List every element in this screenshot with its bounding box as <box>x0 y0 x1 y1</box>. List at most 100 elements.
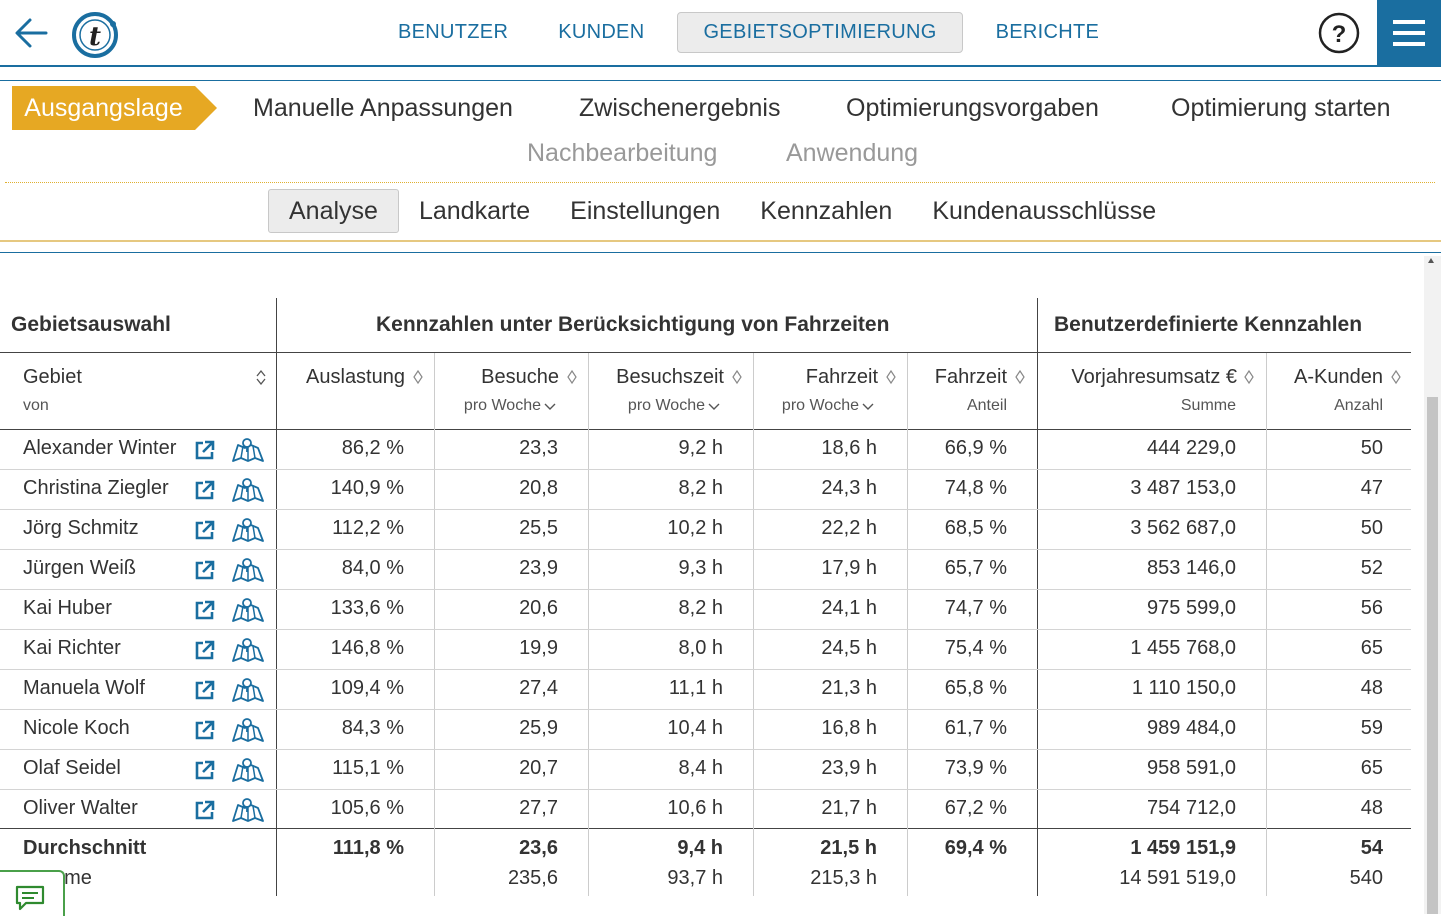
col-sub-fahrzeit[interactable]: pro Woche <box>781 397 859 414</box>
logo-icon[interactable]: t <box>70 10 120 60</box>
map-icon[interactable] <box>231 517 265 543</box>
feedback-button[interactable] <box>0 870 65 916</box>
step-arrow <box>195 86 217 130</box>
average-cell: 1 459 151,9 <box>1130 837 1236 859</box>
chevron-down-icon[interactable] <box>862 403 874 411</box>
scroll-up-icon[interactable] <box>1428 258 1434 263</box>
map-icon[interactable] <box>231 637 265 663</box>
col-sub-besuchszeit[interactable]: pro Woche <box>627 397 705 414</box>
external-link-icon[interactable] <box>194 719 216 741</box>
table-cell: 853 146,0 <box>1147 557 1236 579</box>
tab-kennzahlen[interactable]: Kennzahlen <box>760 197 893 225</box>
col-header-auslastung[interactable]: Auslastung <box>306 366 405 388</box>
table-cell: 10,2 h <box>667 517 723 539</box>
map-icon[interactable] <box>231 477 265 503</box>
average-cell: 21,5 h <box>820 837 877 859</box>
col-sub-besuche[interactable]: pro Woche <box>463 397 541 414</box>
divider <box>0 252 1441 253</box>
col-header-fahrzeit[interactable]: Fahrzeit <box>805 366 878 388</box>
table-cell: 48 <box>1360 797 1383 819</box>
nav-kunden[interactable]: KUNDEN <box>558 21 645 43</box>
external-link-icon[interactable] <box>194 559 216 581</box>
sum-cell: 540 <box>1349 867 1383 889</box>
step-zwischenergebnis[interactable]: Zwischenergebnis <box>579 94 781 122</box>
map-icon[interactable] <box>231 757 265 783</box>
external-link-icon[interactable] <box>194 679 216 701</box>
sort-icon[interactable] <box>1244 369 1254 385</box>
external-link-icon[interactable] <box>194 639 216 661</box>
tab-einstellungen[interactable]: Einstellungen <box>570 197 721 225</box>
row-divider <box>0 469 1411 470</box>
step-optimierungsvorgaben[interactable]: Optimierungsvorgaben <box>846 94 1099 122</box>
table-cell: 8,0 h <box>678 637 723 659</box>
external-link-icon[interactable] <box>194 799 216 821</box>
table-cell: 3 487 153,0 <box>1130 477 1236 499</box>
map-icon[interactable] <box>231 557 265 583</box>
step-ausgangslage[interactable]: Ausgangslage <box>12 86 195 130</box>
row-divider <box>0 669 1411 670</box>
table-cell: 17,9 h <box>821 557 877 579</box>
map-icon[interactable] <box>231 677 265 703</box>
sort-icon[interactable] <box>567 369 577 385</box>
col-header-a-kunden[interactable]: A-Kunden <box>1294 366 1383 388</box>
hamburger-menu-icon[interactable] <box>1377 0 1441 65</box>
map-icon[interactable] <box>231 437 265 463</box>
table-cell: 10,6 h <box>667 797 723 819</box>
col-header-vorjahresumsatz[interactable]: Vorjahresumsatz € <box>1071 366 1237 388</box>
row-name: Christina Ziegler <box>23 477 169 499</box>
col-header-fahrzeit-anteil[interactable]: Fahrzeit <box>934 366 1007 388</box>
table-cell: 25,9 <box>519 717 558 739</box>
map-icon[interactable] <box>231 597 265 623</box>
table-cell: 3 562 687,0 <box>1130 517 1236 539</box>
scrollbar-thumb[interactable] <box>1427 397 1438 914</box>
tab-analyse[interactable]: Analyse <box>268 189 399 233</box>
back-arrow-icon[interactable] <box>12 14 50 52</box>
table-cell: 18,6 h <box>821 437 877 459</box>
row-name: Oliver Walter <box>23 797 138 819</box>
row-divider <box>0 549 1411 550</box>
chevron-down-icon[interactable] <box>708 403 720 411</box>
map-icon[interactable] <box>231 797 265 823</box>
tab-kundenausschluesse[interactable]: Kundenausschlüsse <box>932 197 1157 225</box>
chevron-down-icon[interactable] <box>544 403 556 411</box>
nav-berichte[interactable]: BERICHTE <box>995 21 1100 43</box>
external-link-icon[interactable] <box>194 479 216 501</box>
table-cell: 754 712,0 <box>1147 797 1236 819</box>
external-link-icon[interactable] <box>194 759 216 781</box>
nav-benutzer[interactable]: BENUTZER <box>398 21 509 43</box>
table-cell: 27,4 <box>519 677 558 699</box>
table-cell: 21,7 h <box>821 797 877 819</box>
table-cell: 975 599,0 <box>1147 597 1236 619</box>
external-link-icon[interactable] <box>194 439 216 461</box>
tab-landkarte[interactable]: Landkarte <box>418 197 531 225</box>
external-link-icon[interactable] <box>194 599 216 621</box>
sort-icon[interactable] <box>732 369 742 385</box>
nav-gebietsoptimierung[interactable]: GEBIETSOPTIMIERUNG <box>677 12 963 53</box>
step-manuelle-anpassungen[interactable]: Manuelle Anpassungen <box>253 94 513 122</box>
row-divider <box>0 749 1411 750</box>
help-icon[interactable]: ? <box>1318 12 1360 54</box>
col-header-besuchszeit[interactable]: Besuchszeit <box>616 366 724 388</box>
table-cell: 73,9 % <box>944 757 1007 779</box>
col-header-besuche[interactable]: Besuche <box>481 366 559 388</box>
map-icon[interactable] <box>231 717 265 743</box>
sort-icon[interactable] <box>256 369 266 385</box>
divider <box>1037 298 1038 896</box>
external-link-icon[interactable] <box>194 519 216 541</box>
step-optimierung-starten[interactable]: Optimierung starten <box>1171 94 1391 122</box>
table-cell: 112,2 % <box>332 517 404 539</box>
table-cell: 24,1 h <box>821 597 877 619</box>
sort-icon[interactable] <box>1391 369 1401 385</box>
table-cell: 86,2 % <box>341 437 404 459</box>
table-cell: 109,4 % <box>330 677 404 699</box>
col-sub-anteil: Anteil <box>966 397 1007 414</box>
table-cell: 20,8 <box>519 477 558 499</box>
row-name: Manuela Wolf <box>23 677 145 699</box>
row-name: Jürgen Weiß <box>23 557 137 579</box>
divider <box>276 298 277 896</box>
sort-icon[interactable] <box>886 369 896 385</box>
sort-icon[interactable] <box>413 369 423 385</box>
sort-icon[interactable] <box>1015 369 1025 385</box>
col-header-gebiet[interactable]: Gebiet <box>23 366 82 388</box>
sum-cell: 235,6 <box>507 867 558 889</box>
